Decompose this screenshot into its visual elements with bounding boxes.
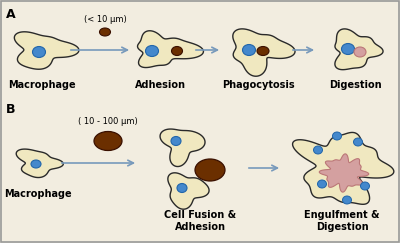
Polygon shape [160, 129, 205, 166]
Ellipse shape [360, 182, 370, 190]
Ellipse shape [171, 137, 181, 146]
Ellipse shape [32, 46, 46, 58]
Polygon shape [168, 173, 209, 209]
Text: Engulfment &
Digestion: Engulfment & Digestion [304, 210, 380, 232]
Text: Phagocytosis: Phagocytosis [222, 80, 294, 90]
Ellipse shape [332, 132, 342, 140]
Polygon shape [14, 32, 79, 69]
Polygon shape [138, 31, 204, 68]
Ellipse shape [242, 44, 256, 55]
Ellipse shape [146, 45, 158, 57]
Text: Macrophage: Macrophage [4, 189, 72, 199]
Polygon shape [292, 132, 394, 204]
Ellipse shape [94, 131, 122, 150]
Ellipse shape [354, 138, 362, 146]
Text: ( 10 - 100 μm): ( 10 - 100 μm) [78, 116, 138, 125]
Text: A: A [6, 8, 16, 21]
Text: Macrophage: Macrophage [8, 80, 76, 90]
Ellipse shape [342, 196, 352, 204]
Ellipse shape [177, 183, 187, 192]
Ellipse shape [172, 46, 182, 55]
Ellipse shape [318, 180, 326, 188]
Text: (< 10 μm): (< 10 μm) [84, 16, 126, 25]
Text: B: B [6, 103, 16, 116]
Text: Adhesion: Adhesion [134, 80, 186, 90]
Text: Digestion: Digestion [329, 80, 381, 90]
Ellipse shape [314, 146, 322, 154]
Ellipse shape [257, 46, 269, 55]
Ellipse shape [342, 43, 354, 54]
Polygon shape [319, 154, 369, 192]
Polygon shape [16, 149, 63, 178]
Ellipse shape [100, 28, 110, 36]
Polygon shape [233, 29, 295, 76]
Text: Cell Fusion &
Adhesion: Cell Fusion & Adhesion [164, 210, 236, 232]
Ellipse shape [354, 47, 366, 57]
Ellipse shape [31, 160, 41, 168]
Polygon shape [335, 29, 383, 70]
Ellipse shape [195, 159, 225, 181]
